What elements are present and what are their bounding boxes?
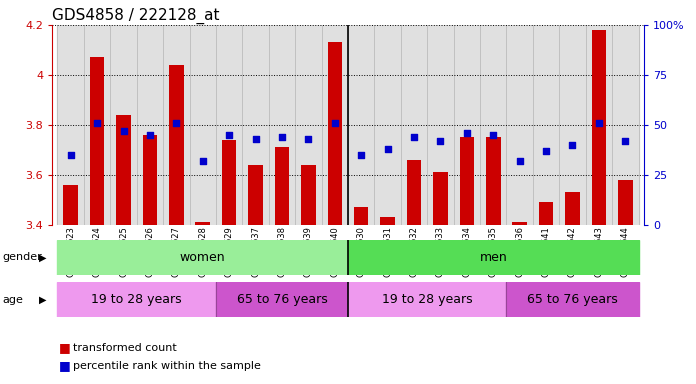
Bar [222,140,237,225]
Point [329,120,340,126]
Text: 65 to 76 years: 65 to 76 years [237,293,327,306]
Point [303,136,314,142]
Bar [354,207,368,225]
Point [118,128,129,134]
Bar [507,282,638,317]
Bar [58,282,216,317]
Bar [348,282,507,317]
Bar [322,25,348,225]
Bar [348,240,638,275]
Point [144,132,155,138]
Point [488,132,499,138]
Bar [586,25,612,225]
Text: percentile rank within the sample: percentile rank within the sample [73,361,261,371]
Bar [216,282,348,317]
Bar [90,58,104,225]
Text: gender: gender [2,252,42,262]
Bar [459,137,474,225]
Point [382,146,393,152]
Point [593,120,604,126]
Bar [565,192,580,225]
Bar [143,135,157,225]
Text: 19 to 28 years: 19 to 28 years [382,293,473,306]
Bar [169,65,184,225]
Bar [348,25,374,225]
Bar [427,25,454,225]
Point [356,152,367,158]
Bar [110,25,136,225]
Point [65,152,77,158]
Bar [248,165,263,225]
Bar [242,25,269,225]
Point [541,148,552,154]
Point [276,134,287,140]
Bar [401,25,427,225]
Bar [612,25,638,225]
Point [619,138,631,144]
Bar [507,25,533,225]
Bar [512,222,527,225]
Bar [560,25,586,225]
Bar [301,165,316,225]
Point [435,138,446,144]
Bar [592,30,606,225]
Text: ■: ■ [59,359,71,372]
Point [250,136,261,142]
Bar [196,222,210,225]
Bar [63,185,78,225]
Bar [486,137,500,225]
Bar [328,43,342,225]
Bar [269,25,295,225]
Bar [189,25,216,225]
Text: 19 to 28 years: 19 to 28 years [91,293,182,306]
Bar [58,25,84,225]
Text: men: men [480,251,507,264]
Point [461,130,473,136]
Text: GDS4858 / 222128_at: GDS4858 / 222128_at [52,7,220,23]
Bar [539,202,553,225]
Point [197,158,208,164]
Bar [454,25,480,225]
Point [514,158,525,164]
Text: ▶: ▶ [40,295,47,305]
Text: ▶: ▶ [40,252,47,262]
Text: transformed count: transformed count [73,343,177,353]
Bar [480,25,507,225]
Text: age: age [2,295,23,305]
Bar [374,25,401,225]
Point [567,142,578,148]
Bar [216,25,242,225]
Bar [84,25,110,225]
Point [223,132,235,138]
Bar [295,25,322,225]
Bar [406,160,421,225]
Bar [58,240,348,275]
Bar [275,147,290,225]
Text: women: women [180,251,226,264]
Point [409,134,420,140]
Point [171,120,182,126]
Bar [618,180,633,225]
Bar [533,25,560,225]
Bar [380,217,395,225]
Text: ■: ■ [59,341,71,354]
Bar [163,25,189,225]
Bar [136,25,163,225]
Point [92,120,103,126]
Bar [116,115,131,225]
Bar [433,172,448,225]
Text: 65 to 76 years: 65 to 76 years [527,293,618,306]
